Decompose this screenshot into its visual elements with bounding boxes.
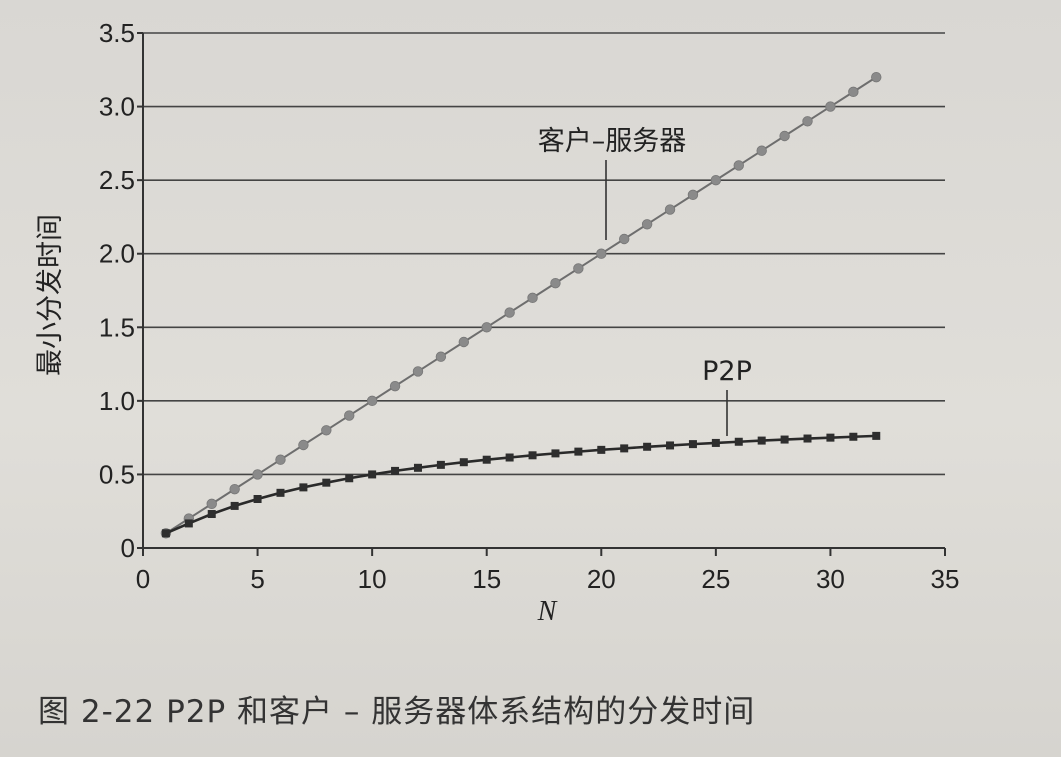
data-point — [230, 501, 239, 510]
data-point — [252, 469, 263, 480]
series-label-client-server: 客户–服务器 — [538, 126, 687, 157]
data-point — [688, 440, 697, 449]
data-point — [551, 449, 560, 458]
x-tick-label: 10 — [358, 564, 387, 594]
data-point — [619, 233, 630, 245]
data-point — [436, 460, 445, 469]
data-point — [184, 519, 193, 528]
chart-svg: 0 0.5 1.0 1.5 2.0 2.5 3.0 3.5 0 5 10 15 20 25 30 35 客户… — [99, 18, 960, 627]
data-point — [733, 160, 744, 171]
data-point — [389, 380, 401, 392]
data-point — [345, 474, 354, 483]
x-tick-label: 0 — [136, 564, 150, 594]
data-point — [664, 204, 676, 215]
data-point — [574, 447, 583, 456]
data-point — [756, 145, 767, 156]
data-point — [643, 442, 652, 451]
data-point — [368, 470, 377, 479]
y-tick-labels: 0 0.5 1.0 1.5 2.0 2.5 3.0 3.5 — [99, 18, 135, 563]
y-tick-label: 2.0 — [99, 239, 135, 269]
data-point — [528, 451, 537, 460]
y-axis-label-svg: 最小分发时间 — [35, 214, 66, 376]
y-tick-label: 3.0 — [99, 92, 135, 122]
y-tick-label: 2.5 — [99, 165, 135, 195]
data-point — [481, 322, 492, 333]
x-tick-label: 15 — [472, 564, 501, 594]
data-point — [550, 277, 561, 289]
data-point — [527, 292, 538, 304]
data-point — [505, 453, 514, 462]
data-point — [322, 478, 331, 487]
data-point — [321, 425, 332, 436]
data-point — [482, 455, 491, 464]
figure-caption: 图 2-22 P2P 和客户 – 服务器体系结构的分发时间 — [38, 694, 756, 730]
x-tick-labels: 0 5 10 15 20 25 30 35 — [136, 564, 960, 594]
data-point — [780, 435, 789, 444]
data-point — [802, 116, 813, 127]
y-axis-label-box: 最小分发时间 — [30, 160, 70, 430]
data-point — [253, 495, 262, 504]
data-point — [711, 438, 720, 447]
data-point — [504, 307, 515, 318]
data-point — [458, 336, 470, 348]
annotations: 客户–服务器 P2P — [538, 126, 752, 436]
data-point — [596, 248, 607, 259]
data-point — [344, 410, 355, 421]
data-point — [276, 488, 285, 497]
data-point — [710, 174, 722, 186]
data-point — [391, 466, 400, 475]
x-tick-label: 30 — [816, 564, 845, 594]
data-point — [275, 454, 286, 465]
data-point — [206, 498, 217, 510]
data-point — [757, 436, 766, 445]
data-point — [459, 458, 468, 467]
y-tick-label: 0 — [121, 533, 135, 563]
x-tick-label: 35 — [931, 564, 960, 594]
data-point — [413, 463, 422, 472]
data-point — [872, 431, 881, 440]
y-tick-label: 0.5 — [99, 459, 135, 489]
data-point — [734, 437, 743, 446]
data-point — [666, 441, 675, 450]
series-line — [165, 76, 877, 535]
data-point — [298, 439, 309, 451]
data-point — [366, 395, 378, 407]
grid-lines — [143, 32, 945, 476]
data-point — [871, 71, 882, 83]
x-tick-label: 25 — [701, 564, 730, 594]
axes — [137, 32, 946, 556]
series-label-p2p: P2P — [702, 356, 752, 387]
data-point — [573, 263, 584, 274]
x-tick-label: 20 — [587, 564, 616, 594]
data-point — [207, 510, 216, 519]
y-tick-label: 1.5 — [99, 312, 135, 342]
y-tick-label: 1.0 — [99, 386, 135, 416]
data-point — [229, 483, 240, 495]
data-point — [826, 433, 835, 442]
x-axis-label: N — [537, 596, 558, 627]
data-point — [779, 130, 790, 142]
y-axis-label: 最小分发时间 — [35, 214, 66, 376]
data-point — [687, 189, 699, 201]
series-line — [165, 434, 877, 535]
data-point — [641, 219, 653, 230]
data-point — [435, 351, 447, 362]
data-point — [620, 444, 629, 453]
data-point — [825, 101, 836, 112]
data-point — [803, 434, 812, 443]
data-point — [597, 445, 606, 454]
series-group — [160, 71, 882, 539]
data-point — [299, 483, 308, 492]
data-point — [161, 529, 170, 538]
x-tick-label: 5 — [250, 564, 264, 594]
data-point — [849, 432, 858, 441]
data-point — [412, 366, 424, 377]
y-tick-label: 3.5 — [99, 18, 135, 48]
data-point — [848, 86, 859, 98]
